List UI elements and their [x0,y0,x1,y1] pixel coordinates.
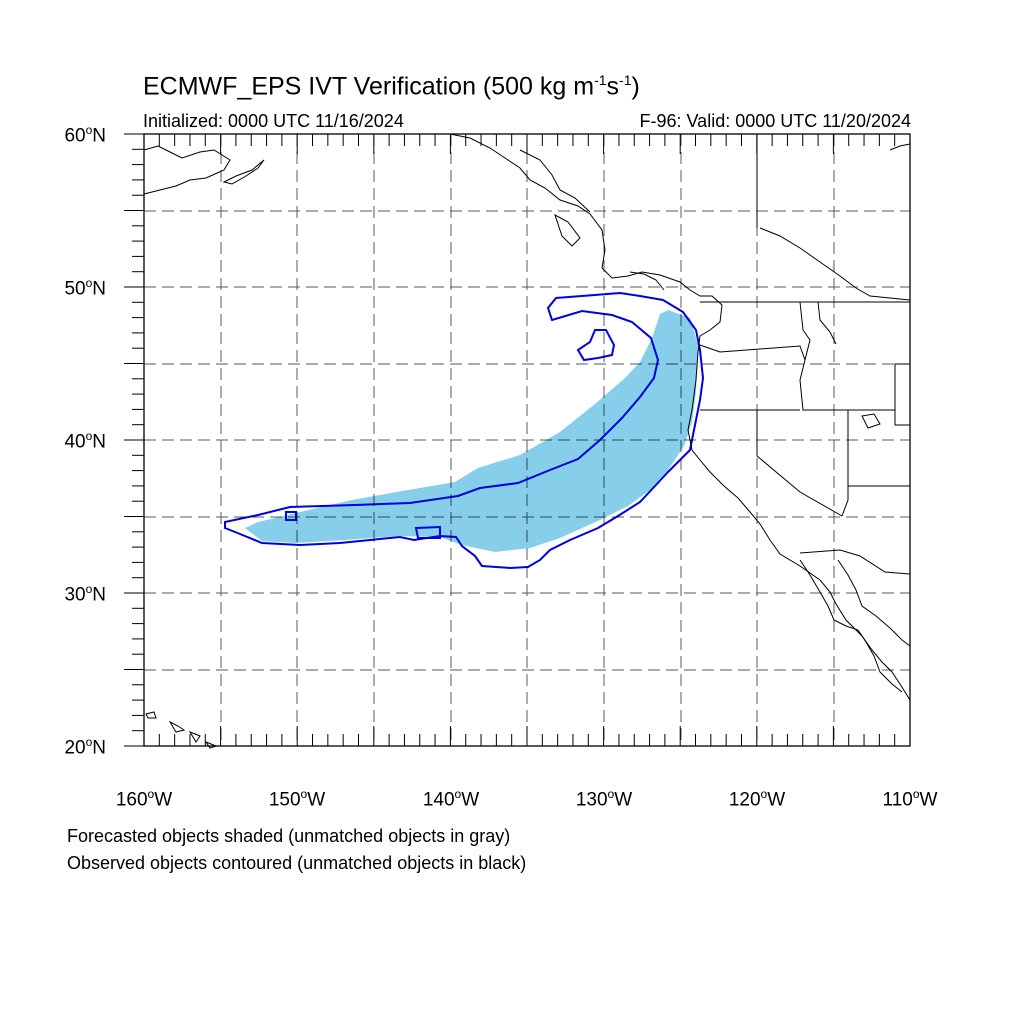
lon-label-150: 150oW [268,787,326,811]
coastlines [143,133,911,749]
lon-label-130: 130oW [575,787,633,811]
lat-label-40: 40oN [64,429,106,453]
lon-label-140: 140oW [422,787,480,811]
lon-label-110: 110oW [882,787,938,811]
lon-label-160: 160oW [115,787,173,811]
grid-lines [144,134,910,746]
lat-label-50: 50oN [64,276,106,300]
observed-object-hole [576,329,616,362]
state-borders [699,134,911,575]
observed-object [224,291,705,570]
valid-time-label: F-96: Valid: 0000 UTC 11/20/2024 [639,111,912,131]
lat-label-20: 20oN [64,735,106,759]
observed-object-hole [285,511,297,521]
forecast-object [245,310,698,552]
legend-observed-text: Observed objects contoured (unmatched ob… [67,853,527,873]
lat-label-30: 30oN [64,582,106,606]
lat-label-60: 60oN [64,123,106,147]
axis-ticks [124,133,911,747]
legend-forecast-text: Forecasted objects shaded (unmatched obj… [67,826,511,846]
lon-label-120: 120oW [728,787,786,811]
chart-title: ECMWF_EPS IVT Verification (500 kg m-1s-… [143,72,640,101]
init-time-label: Initialized: 0000 UTC 11/16/2024 [143,111,404,131]
observed-object-hole [414,525,441,539]
